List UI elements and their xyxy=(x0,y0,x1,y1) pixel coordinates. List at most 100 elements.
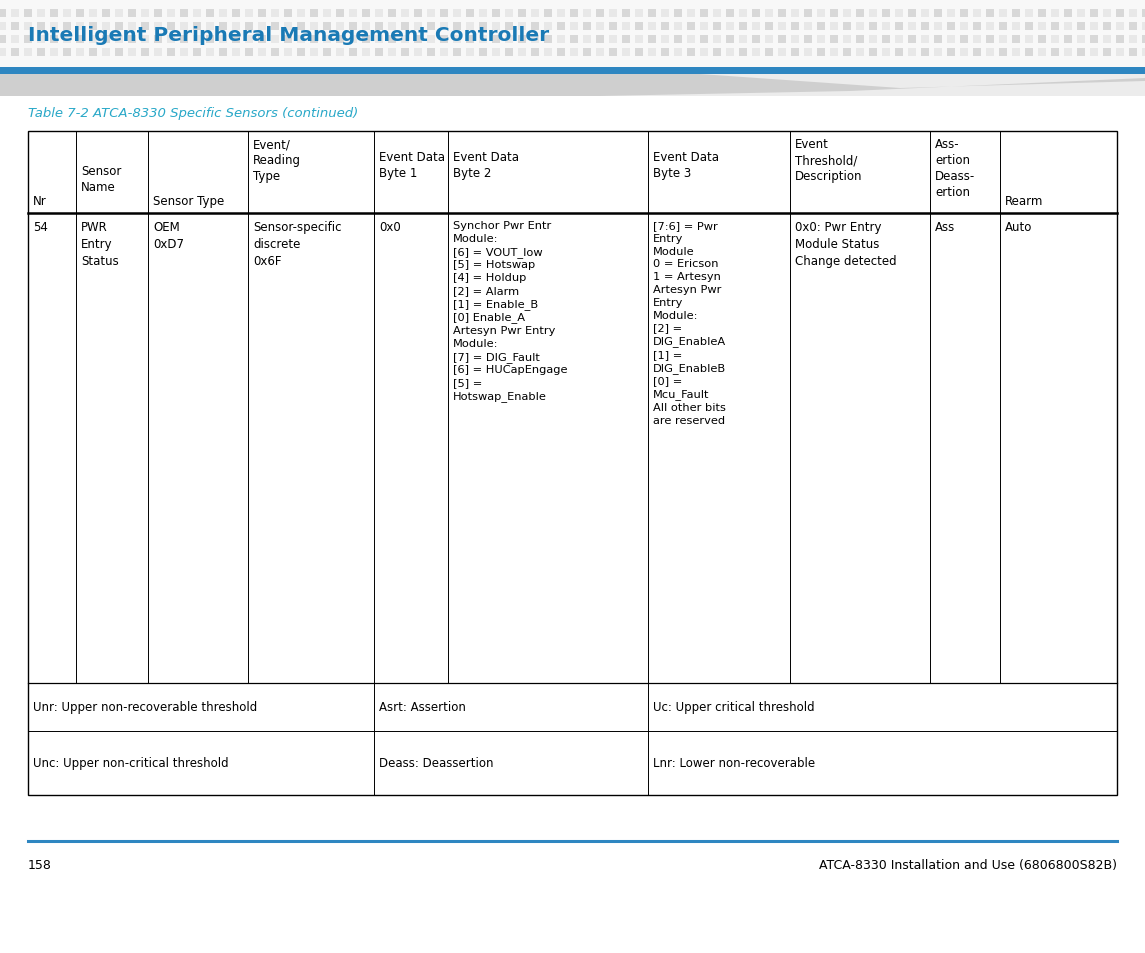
Bar xyxy=(908,23,916,30)
Bar xyxy=(440,49,448,57)
Bar xyxy=(518,10,526,18)
Bar xyxy=(998,23,1006,30)
Bar xyxy=(362,23,370,30)
Bar xyxy=(271,10,279,18)
Bar xyxy=(310,49,318,57)
Bar xyxy=(700,49,708,57)
Bar xyxy=(1077,23,1085,30)
Bar xyxy=(882,10,890,18)
Bar xyxy=(818,36,826,44)
Bar xyxy=(89,23,97,30)
Bar xyxy=(388,49,396,57)
Bar xyxy=(869,49,877,57)
Bar xyxy=(245,36,253,44)
Bar xyxy=(661,49,669,57)
Text: Event/
Reading
Type: Event/ Reading Type xyxy=(253,138,301,183)
Bar xyxy=(194,10,202,18)
Bar xyxy=(1077,49,1085,57)
Bar xyxy=(1039,10,1047,18)
Bar xyxy=(102,36,110,44)
Bar xyxy=(973,23,981,30)
Bar xyxy=(180,36,188,44)
Bar xyxy=(947,36,955,44)
Bar xyxy=(271,36,279,44)
Bar xyxy=(622,49,630,57)
Bar xyxy=(128,23,136,30)
Bar xyxy=(0,49,6,57)
Bar xyxy=(518,49,526,57)
Bar xyxy=(843,10,851,18)
Bar xyxy=(284,23,292,30)
Bar xyxy=(232,10,240,18)
Bar xyxy=(1142,23,1145,30)
Bar xyxy=(544,36,552,44)
Bar xyxy=(76,23,84,30)
Bar xyxy=(63,23,71,30)
Bar xyxy=(765,10,773,18)
Bar xyxy=(1025,49,1033,57)
Bar xyxy=(11,10,19,18)
Text: Asrt: Assertion: Asrt: Assertion xyxy=(379,700,466,714)
Bar xyxy=(376,10,382,18)
Bar xyxy=(986,36,994,44)
Bar xyxy=(245,10,253,18)
Bar xyxy=(947,23,955,30)
Bar xyxy=(258,36,266,44)
Bar xyxy=(609,23,617,30)
Bar xyxy=(752,10,760,18)
Bar xyxy=(102,23,110,30)
Bar xyxy=(791,49,799,57)
Bar xyxy=(466,23,474,30)
Bar xyxy=(1025,36,1033,44)
Bar xyxy=(206,10,214,18)
Bar xyxy=(349,23,357,30)
Bar xyxy=(1064,49,1072,57)
Bar xyxy=(777,23,785,30)
Bar xyxy=(505,36,513,44)
Bar xyxy=(726,36,734,44)
Bar xyxy=(856,10,864,18)
Bar xyxy=(414,10,423,18)
Bar xyxy=(947,10,955,18)
Bar xyxy=(1025,10,1033,18)
Bar xyxy=(401,23,409,30)
Bar xyxy=(908,10,916,18)
Bar xyxy=(297,36,305,44)
Bar xyxy=(63,10,71,18)
Bar xyxy=(869,23,877,30)
Bar xyxy=(63,49,71,57)
Bar xyxy=(1051,49,1059,57)
Bar xyxy=(284,10,292,18)
Text: Uc: Upper critical threshold: Uc: Upper critical threshold xyxy=(653,700,814,714)
Bar xyxy=(531,36,539,44)
Bar xyxy=(960,23,968,30)
Bar xyxy=(1025,23,1033,30)
Bar xyxy=(518,23,526,30)
Bar xyxy=(1129,36,1137,44)
Bar xyxy=(180,49,188,57)
Bar xyxy=(752,49,760,57)
Text: OEM
0xD7: OEM 0xD7 xyxy=(153,221,184,251)
Bar xyxy=(1103,36,1111,44)
Bar xyxy=(194,36,202,44)
Bar xyxy=(232,49,240,57)
Bar xyxy=(37,23,45,30)
Bar xyxy=(648,23,656,30)
Bar xyxy=(128,10,136,18)
Bar xyxy=(440,23,448,30)
Text: [7:6] = Pwr
Entry
Module
0 = Ericson
1 = Artesyn
Artesyn Pwr
Entry
Module:
[2] =: [7:6] = Pwr Entry Module 0 = Ericson 1 =… xyxy=(653,221,726,425)
Bar xyxy=(271,23,279,30)
Bar xyxy=(1090,23,1098,30)
Bar xyxy=(648,49,656,57)
Bar xyxy=(791,10,799,18)
Bar xyxy=(362,49,370,57)
Bar xyxy=(1142,10,1145,18)
Bar xyxy=(466,10,474,18)
Bar xyxy=(349,36,357,44)
Text: 0x0: Pwr Entry
Module Status
Change detected: 0x0: Pwr Entry Module Status Change dete… xyxy=(795,221,897,268)
Bar xyxy=(777,49,785,57)
Text: Auto: Auto xyxy=(1005,221,1033,233)
Bar xyxy=(752,23,760,30)
Bar xyxy=(63,36,71,44)
Bar xyxy=(153,49,161,57)
